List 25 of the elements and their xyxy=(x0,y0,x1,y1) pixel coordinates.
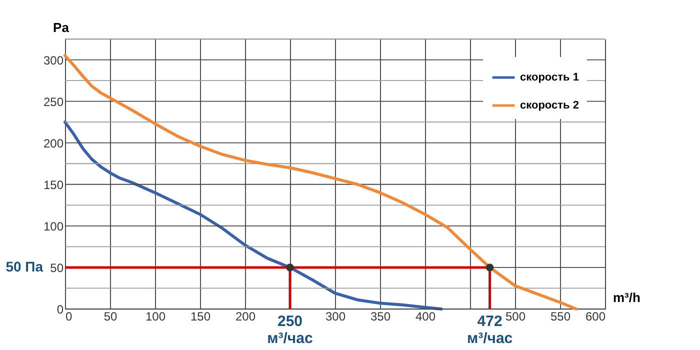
x-tick-label: 300 xyxy=(325,310,346,324)
y-axis-title: Pa xyxy=(53,20,70,35)
y-tick-label: 300 xyxy=(43,53,64,68)
x-tick-label: 400 xyxy=(415,310,436,324)
x-tick-label: 500 xyxy=(505,310,526,324)
x-tick-label: 100 xyxy=(145,310,166,324)
x-tick-label: 350 xyxy=(370,310,391,324)
y-tick-label: 200 xyxy=(43,136,64,150)
x-tick-label: 550 xyxy=(550,310,571,324)
ref-line-label: 50 Па xyxy=(6,258,44,274)
x-tick-label: 600 xyxy=(585,310,606,324)
legend-label: скорость 2 xyxy=(520,100,579,112)
x-tick-label: 150 xyxy=(190,310,211,324)
x-tick-label: 0 xyxy=(66,310,72,324)
legend-label: скорость 1 xyxy=(520,72,579,84)
x-axis-title: m³/h xyxy=(613,290,640,305)
x-tick-label: 200 xyxy=(235,310,256,324)
y-tick-label: 150 xyxy=(43,178,64,192)
y-tick-label: 50 xyxy=(50,260,64,275)
y-tick-label: 250 xyxy=(43,94,64,109)
ref-line-label: 250 м³/час xyxy=(267,313,313,347)
line-series xyxy=(64,54,578,310)
y-tick-label: 100 xyxy=(43,219,64,234)
line-series xyxy=(64,120,443,310)
x-tick-label: 50 xyxy=(104,310,118,324)
